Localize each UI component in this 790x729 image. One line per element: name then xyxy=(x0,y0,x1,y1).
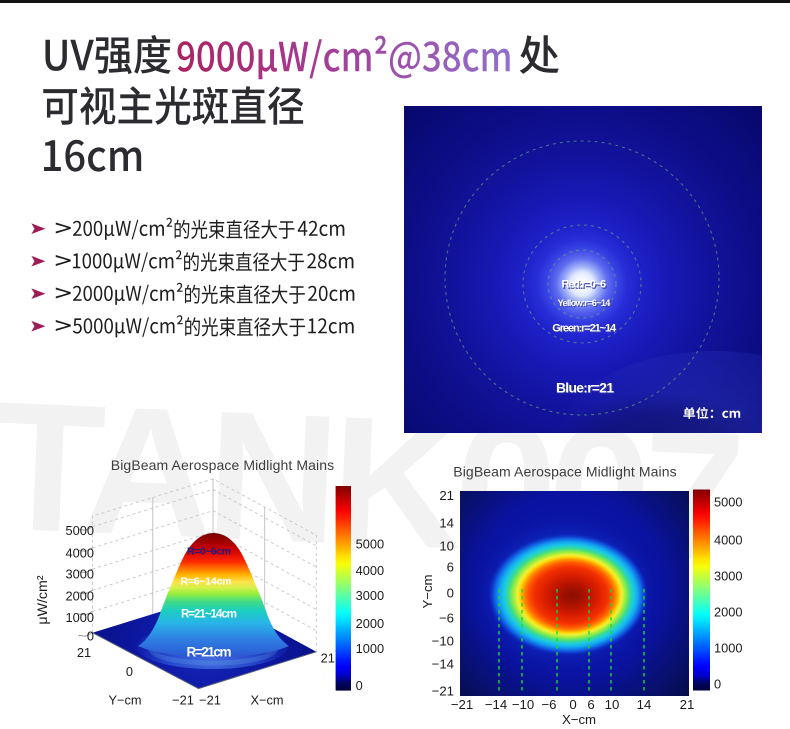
svg-text:4000: 4000 xyxy=(356,563,384,578)
svg-text:Y−cm: Y−cm xyxy=(420,574,435,608)
svg-text:4000: 4000 xyxy=(66,546,94,561)
svg-text:−6: −6 xyxy=(439,611,454,626)
svg-text:−21: −21 xyxy=(432,684,454,699)
svg-text:Red:r=0~6: Red:r=0~6 xyxy=(563,280,608,292)
svg-text:2000: 2000 xyxy=(356,616,384,631)
svg-text:Blue:r=21: Blue:r=21 xyxy=(556,380,614,395)
svg-text:10: 10 xyxy=(605,697,620,712)
svg-text:21: 21 xyxy=(439,488,454,503)
svg-text:X−cm: X−cm xyxy=(562,712,596,727)
svg-text:Green:r=21~14: Green:r=21~14 xyxy=(552,323,617,335)
svg-text:−21: −21 xyxy=(451,697,473,712)
svg-text:3000: 3000 xyxy=(714,569,742,584)
svg-text:R=6~14cm: R=6~14cm xyxy=(181,576,232,588)
svg-text:0: 0 xyxy=(87,629,94,644)
svg-text:−21: −21 xyxy=(199,692,221,707)
svg-text:4000: 4000 xyxy=(714,533,742,548)
svg-text:1000: 1000 xyxy=(714,641,742,656)
svg-text:21: 21 xyxy=(321,650,335,665)
svg-text:6: 6 xyxy=(587,697,594,712)
svg-text:X−cm: X−cm xyxy=(250,692,283,707)
svg-text:−14: −14 xyxy=(485,697,507,712)
svg-text:5000: 5000 xyxy=(714,495,742,510)
svg-text:−10: −10 xyxy=(432,634,454,649)
svg-text:Red:r=0~6: Red:r=0~6 xyxy=(562,279,607,291)
svg-text:3000: 3000 xyxy=(356,588,384,603)
svg-text:−6: −6 xyxy=(541,697,556,712)
svg-text:3000: 3000 xyxy=(66,567,94,582)
svg-text:BigBeam Aerospace Midlight Mai: BigBeam Aerospace Midlight Mains xyxy=(111,457,334,473)
svg-text:2000: 2000 xyxy=(66,588,94,603)
svg-text:Y−cm: Y−cm xyxy=(108,692,141,707)
svg-text:10: 10 xyxy=(439,539,454,554)
svg-text:R=0~6cm: R=0~6cm xyxy=(187,546,231,558)
svg-text:6: 6 xyxy=(447,560,454,575)
svg-text:0: 0 xyxy=(569,697,576,712)
svg-text:0: 0 xyxy=(356,678,363,693)
svg-text:−14: −14 xyxy=(432,657,454,672)
svg-text:Blue:r=21: Blue:r=21 xyxy=(557,382,615,397)
svg-text:5000: 5000 xyxy=(356,537,384,552)
svg-text:Green:r=21~14: Green:r=21~14 xyxy=(554,324,619,336)
svg-text:14: 14 xyxy=(439,516,454,531)
svg-text:5000: 5000 xyxy=(66,523,94,538)
svg-text:0: 0 xyxy=(126,664,133,679)
svg-text:1000: 1000 xyxy=(66,610,94,625)
svg-text:R=21cm: R=21cm xyxy=(187,645,232,660)
svg-text:−10: −10 xyxy=(512,697,534,712)
svg-text:Yellow:r=6~14: Yellow:r=6~14 xyxy=(559,299,613,309)
svg-text:14: 14 xyxy=(637,697,652,712)
svg-text:Yellow:r=6~14: Yellow:r=6~14 xyxy=(558,298,612,308)
svg-text:BigBeam Aerospace Midlight Mai: BigBeam Aerospace Midlight Mains xyxy=(453,464,676,480)
svg-text:−21: −21 xyxy=(172,692,194,707)
svg-text:R=21~14cm: R=21~14cm xyxy=(181,609,237,621)
svg-text:2000: 2000 xyxy=(714,605,742,620)
svg-text:0: 0 xyxy=(714,677,721,692)
svg-text:21: 21 xyxy=(680,697,695,712)
svg-text:21: 21 xyxy=(77,645,91,660)
svg-text:0: 0 xyxy=(447,586,454,601)
svg-text:μW/cm²: μW/cm² xyxy=(35,575,51,624)
svg-text:1000: 1000 xyxy=(356,641,384,656)
